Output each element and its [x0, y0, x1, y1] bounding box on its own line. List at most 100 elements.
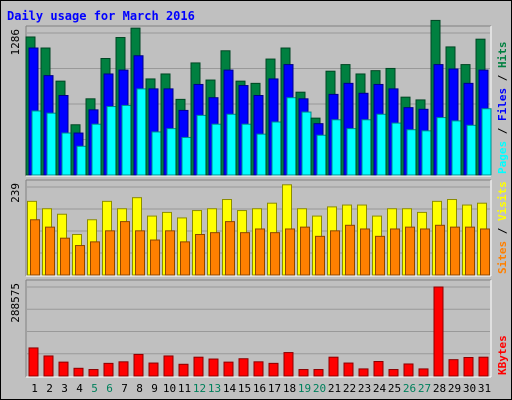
- bar-pages-day-4: [76, 145, 87, 176]
- bar-kbytes-day-18: [283, 352, 294, 377]
- bar-kbytes-day-11: [178, 363, 189, 377]
- bar-pages-day-18: [286, 97, 297, 176]
- bar-pages-day-12: [196, 114, 207, 176]
- y-max-label: 239: [9, 183, 22, 203]
- legend-separator: /: [496, 121, 509, 141]
- x-tick-label-16: 16: [253, 382, 266, 395]
- bar-pages-day-16: [256, 133, 267, 176]
- x-tick-label-17: 17: [268, 382, 281, 395]
- bar-kbytes-day-15: [238, 358, 249, 377]
- bar-sites-day-8: [135, 230, 145, 276]
- bar-sites-day-14: [225, 221, 235, 276]
- bar-kbytes-day-2: [43, 355, 54, 377]
- bar-pages-day-19: [301, 111, 312, 176]
- bar-sites-day-2: [45, 226, 55, 276]
- bar-pages-day-29: [451, 120, 462, 176]
- bar-pages-day-25: [391, 122, 402, 176]
- panel-visits-sites: 239 Sites / Visits: [9, 179, 509, 277]
- bar-pages-day-7: [121, 104, 132, 176]
- bar-kbytes-day-12: [193, 356, 204, 377]
- bar-kbytes-day-29: [448, 359, 459, 377]
- bar-sites-day-24: [375, 235, 385, 276]
- y-max-label: 288575: [9, 283, 22, 323]
- bar-kbytes-day-9: [148, 362, 159, 377]
- y-max-label: 1286: [9, 29, 22, 56]
- bar-sites-day-11: [180, 241, 190, 276]
- x-tick-label-23: 23: [358, 382, 371, 395]
- bar-kbytes-day-1: [28, 347, 39, 377]
- bar-pages-day-27: [421, 130, 432, 176]
- bar-kbytes-day-14: [223, 361, 234, 377]
- bar-pages-day-31: [481, 108, 492, 176]
- x-tick-label-21: 21: [328, 382, 341, 395]
- x-tick-label-30: 30: [463, 382, 476, 395]
- x-tick-label-27: 27: [418, 382, 431, 395]
- bar-sites-day-12: [195, 233, 205, 276]
- bar-kbytes-day-26: [403, 363, 414, 377]
- bar-kbytes-day-28: [433, 286, 444, 377]
- bar-sites-day-1: [30, 219, 40, 276]
- bar-pages-day-26: [406, 129, 417, 176]
- x-tick-label-20: 20: [313, 382, 326, 395]
- legend-separator: /: [496, 68, 509, 88]
- bar-pages-day-17: [271, 121, 282, 176]
- legend-files: Files: [496, 88, 509, 121]
- legend-visits: Visits: [496, 181, 509, 221]
- series-legend-label: Sites / Visits: [496, 181, 509, 274]
- bar-kbytes-day-25: [388, 369, 399, 377]
- bar-kbytes-day-7: [118, 361, 129, 377]
- bar-sites-day-13: [210, 232, 220, 276]
- x-tick-label-29: 29: [448, 382, 461, 395]
- bar-pages-day-24: [376, 113, 387, 176]
- bar-kbytes-day-24: [373, 361, 384, 377]
- x-tick-label-13: 13: [208, 382, 221, 395]
- bar-sites-day-5: [90, 241, 100, 276]
- chart-title: Daily usage for March 2016: [7, 9, 195, 23]
- series-legend-label: Pages / Files / Hits: [496, 42, 509, 175]
- x-tick-label-31: 31: [478, 382, 491, 395]
- bar-kbytes-day-17: [268, 362, 279, 377]
- bar-sites-day-30: [465, 226, 475, 276]
- x-tick-label-19: 19: [298, 382, 311, 395]
- bar-pages-day-8: [136, 88, 147, 176]
- bar-sites-day-26: [405, 226, 415, 276]
- panel-hits-files-pages: 1286 Pages / Files / Hits: [9, 19, 509, 177]
- x-tick-label-25: 25: [388, 382, 401, 395]
- bar-sites-day-28: [435, 224, 445, 276]
- bar-sites-day-16: [255, 228, 265, 276]
- bar-kbytes-day-19: [298, 369, 309, 377]
- series-legend-label: KBytes: [496, 335, 509, 375]
- bar-sites-day-29: [450, 226, 460, 276]
- bar-sites-day-18: [285, 228, 295, 276]
- bar-kbytes-day-22: [343, 362, 354, 377]
- panel-background: [26, 280, 491, 377]
- x-tick-label-28: 28: [433, 382, 446, 395]
- bar-sites-day-9: [150, 239, 160, 276]
- bar-kbytes-day-4: [73, 367, 84, 377]
- bar-kbytes-day-27: [418, 368, 429, 377]
- legend-hits: Hits: [496, 42, 509, 69]
- bar-sites-day-6: [105, 230, 115, 276]
- bar-pages-day-23: [361, 119, 372, 176]
- x-tick-label-10: 10: [163, 382, 176, 395]
- bar-kbytes-day-30: [463, 356, 474, 377]
- bar-kbytes-day-20: [313, 369, 324, 377]
- x-tick-label-15: 15: [238, 382, 251, 395]
- x-tick-label-8: 8: [136, 382, 143, 395]
- bar-sites-day-17: [270, 232, 280, 276]
- bar-sites-day-20: [315, 235, 325, 276]
- bar-pages-day-11: [181, 136, 192, 176]
- x-tick-label-26: 26: [403, 382, 416, 395]
- x-tick-label-6: 6: [106, 382, 113, 395]
- bar-sites-day-23: [360, 228, 370, 276]
- x-tick-label-24: 24: [373, 382, 387, 395]
- bar-pages-day-21: [331, 119, 342, 176]
- bar-sites-day-25: [390, 228, 400, 276]
- bar-kbytes-day-8: [133, 353, 144, 377]
- bar-sites-day-4: [75, 245, 85, 276]
- x-tick-label-7: 7: [121, 382, 128, 395]
- bar-pages-day-30: [466, 124, 477, 176]
- x-tick-label-18: 18: [283, 382, 296, 395]
